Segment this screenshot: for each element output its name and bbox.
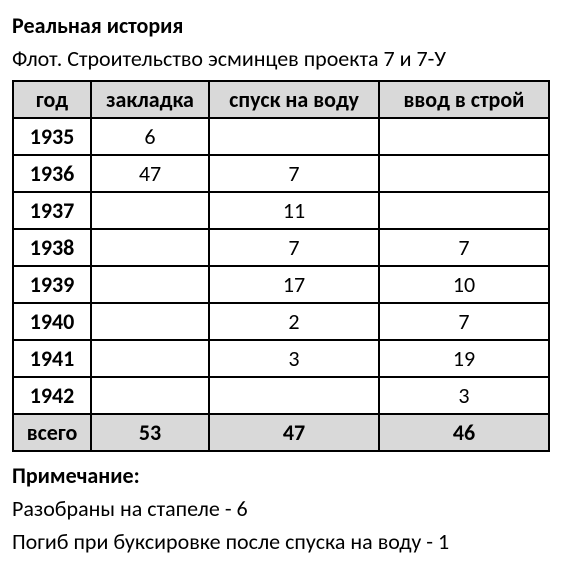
note-line: Погиб при буксировке после спуска на вод… — [12, 528, 569, 555]
cell-year: 1937 — [13, 192, 91, 229]
cell-year: 1938 — [13, 229, 91, 266]
cell-year: 1942 — [13, 377, 91, 414]
cell-laid — [91, 192, 209, 229]
cell-commissioned — [379, 155, 549, 192]
cell-laid — [91, 266, 209, 303]
table-row: 1942 3 — [13, 377, 549, 414]
cell-commissioned — [379, 192, 549, 229]
table-row: 19356 — [13, 118, 549, 155]
table-row: 1941 319 — [13, 340, 549, 377]
col-laid: закладка — [91, 81, 209, 118]
table-header-row: год закладка спуск на воду ввод в строй — [13, 81, 549, 118]
cell-launched — [209, 118, 379, 155]
total-launched: 47 — [209, 414, 379, 451]
cell-laid — [91, 377, 209, 414]
total-laid: 53 — [91, 414, 209, 451]
table-row: 1939 1710 — [13, 266, 549, 303]
page-title: Реальная история — [12, 12, 569, 39]
cell-laid — [91, 229, 209, 266]
table-row: 1938 77 — [13, 229, 549, 266]
cell-commissioned: 7 — [379, 303, 549, 340]
cell-commissioned: 3 — [379, 377, 549, 414]
table-row: 1937 11 — [13, 192, 549, 229]
page-subtitle: Флот. Строительство эсминцев проекта 7 и… — [12, 45, 569, 72]
cell-laid: 47 — [91, 155, 209, 192]
cell-commissioned — [379, 118, 549, 155]
cell-commissioned: 7 — [379, 229, 549, 266]
total-commissioned: 46 — [379, 414, 549, 451]
total-label: всего — [13, 414, 91, 451]
col-year: год — [13, 81, 91, 118]
cell-launched: 7 — [209, 229, 379, 266]
table-row: 1936477 — [13, 155, 549, 192]
cell-launched: 11 — [209, 192, 379, 229]
cell-launched — [209, 377, 379, 414]
cell-commissioned: 19 — [379, 340, 549, 377]
cell-year: 1935 — [13, 118, 91, 155]
notes-title: Примечание: — [12, 462, 569, 489]
cell-launched: 7 — [209, 155, 379, 192]
col-launched: спуск на воду — [209, 81, 379, 118]
cell-commissioned: 10 — [379, 266, 549, 303]
cell-year: 1941 — [13, 340, 91, 377]
cell-laid: 6 — [91, 118, 209, 155]
col-commissioned: ввод в строй — [379, 81, 549, 118]
cell-year: 1940 — [13, 303, 91, 340]
cell-year: 1939 — [13, 266, 91, 303]
table-total-row: всего 53 47 46 — [13, 414, 549, 451]
table-row: 1940 27 — [13, 303, 549, 340]
cell-laid — [91, 303, 209, 340]
note-line: Разобраны на стапеле - 6 — [12, 495, 569, 522]
cell-year: 1936 — [13, 155, 91, 192]
cell-launched: 3 — [209, 340, 379, 377]
destroyers-table: год закладка спуск на воду ввод в строй … — [12, 80, 550, 452]
cell-launched: 2 — [209, 303, 379, 340]
cell-launched: 17 — [209, 266, 379, 303]
cell-laid — [91, 340, 209, 377]
